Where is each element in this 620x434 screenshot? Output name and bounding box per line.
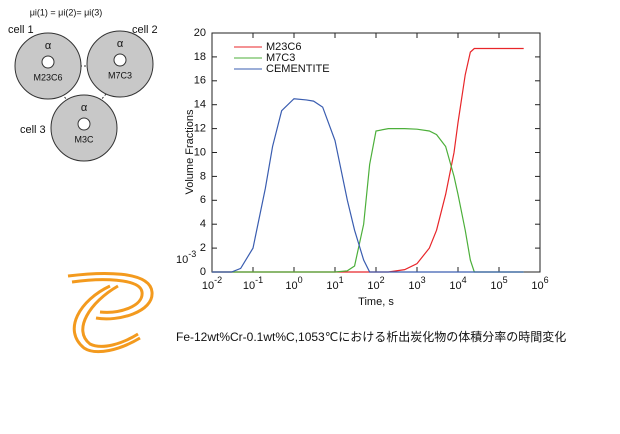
cell-label: cell 2 bbox=[132, 24, 158, 36]
y-tick-label: 12 bbox=[194, 123, 206, 135]
cell-diagram: μi(1) = μi(2)= μi(3) cell 1 α M23C6 cell… bbox=[8, 7, 158, 162]
x-tick-label: 101 bbox=[326, 275, 343, 292]
y-tick-label: 14 bbox=[194, 99, 206, 111]
precipitate bbox=[113, 53, 127, 67]
y-tick-label: 4 bbox=[200, 218, 206, 230]
y-tick-label: 20 bbox=[194, 27, 206, 39]
y-tick-label: 8 bbox=[200, 170, 206, 182]
carbide: M7C3 bbox=[108, 70, 132, 80]
x-tick-label: 105 bbox=[490, 275, 507, 292]
y-tick-label: 10 bbox=[194, 146, 206, 158]
x-tick-label: 103 bbox=[408, 275, 425, 292]
equation: μi(1) = μi(2)= μi(3) bbox=[30, 7, 103, 17]
x-tick-label: 104 bbox=[449, 275, 466, 292]
y-tick-label: 16 bbox=[194, 75, 206, 87]
series-line bbox=[212, 128, 524, 273]
legend-label: M23C6 bbox=[266, 41, 301, 53]
y-scale: 10-3 bbox=[176, 249, 196, 266]
precipitate bbox=[41, 55, 55, 69]
phase: α bbox=[117, 38, 124, 50]
logo bbox=[67, 271, 154, 354]
carbide: M3C bbox=[74, 134, 94, 144]
cell-label: cell 3 bbox=[20, 124, 46, 136]
series-line bbox=[212, 47, 524, 273]
precipitate bbox=[77, 117, 91, 131]
carbide: M23C6 bbox=[33, 72, 62, 82]
phase: α bbox=[45, 40, 52, 52]
series-line bbox=[212, 98, 524, 273]
y-axis-title: Volume Fractions bbox=[184, 109, 196, 194]
y-tick-label: 18 bbox=[194, 51, 206, 63]
x-tick-label: 100 bbox=[285, 275, 302, 292]
y-tick-label: 6 bbox=[200, 194, 206, 206]
x-tick-label: 102 bbox=[367, 275, 384, 292]
legend-label: M7C3 bbox=[266, 52, 295, 64]
x-tick-label: 10-1 bbox=[243, 275, 263, 292]
x-tick-label: 106 bbox=[531, 275, 548, 292]
y-scale-base: 10 bbox=[176, 254, 188, 266]
cell-label: cell 1 bbox=[8, 24, 34, 36]
x-axis-title: Time, s bbox=[358, 296, 394, 308]
y-tick-label: 2 bbox=[200, 242, 206, 254]
y-tick-label: 0 bbox=[200, 266, 206, 278]
x-tick-label: 10-2 bbox=[202, 275, 222, 292]
legend-label: CEMENTITE bbox=[266, 63, 330, 75]
y-scale-exponent: -3 bbox=[188, 249, 196, 259]
caption: Fe-12wt%Cr-0.1wt%C,1053℃における析出炭化物の体積分率の時… bbox=[176, 329, 566, 344]
phase: α bbox=[81, 102, 88, 114]
